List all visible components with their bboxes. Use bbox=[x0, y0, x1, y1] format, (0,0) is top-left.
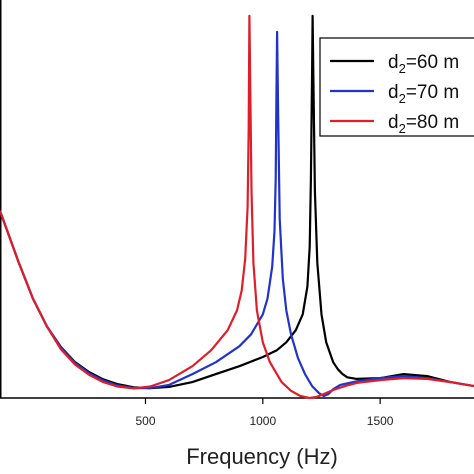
x-tick-label: 1000 bbox=[249, 414, 276, 428]
legend-label-3: d2=80 m bbox=[388, 112, 459, 136]
legend: d2=60 m d2=70 m d2=80 m bbox=[319, 37, 474, 137]
legend-label-1: d2=60 m bbox=[388, 52, 459, 76]
series-layer bbox=[0, 14, 474, 400]
x-axis-title: Frequency (Hz) bbox=[186, 444, 338, 469]
x-tick-label: 500 bbox=[135, 414, 155, 428]
axes bbox=[0, 0, 474, 399]
legend-box bbox=[319, 37, 474, 137]
legend-label-2: d2=70 m bbox=[388, 82, 459, 106]
x-tick-label: 1500 bbox=[367, 414, 394, 428]
x-ticks: 500 1000 1500 bbox=[135, 398, 394, 428]
series-line-3 bbox=[0, 14, 474, 400]
